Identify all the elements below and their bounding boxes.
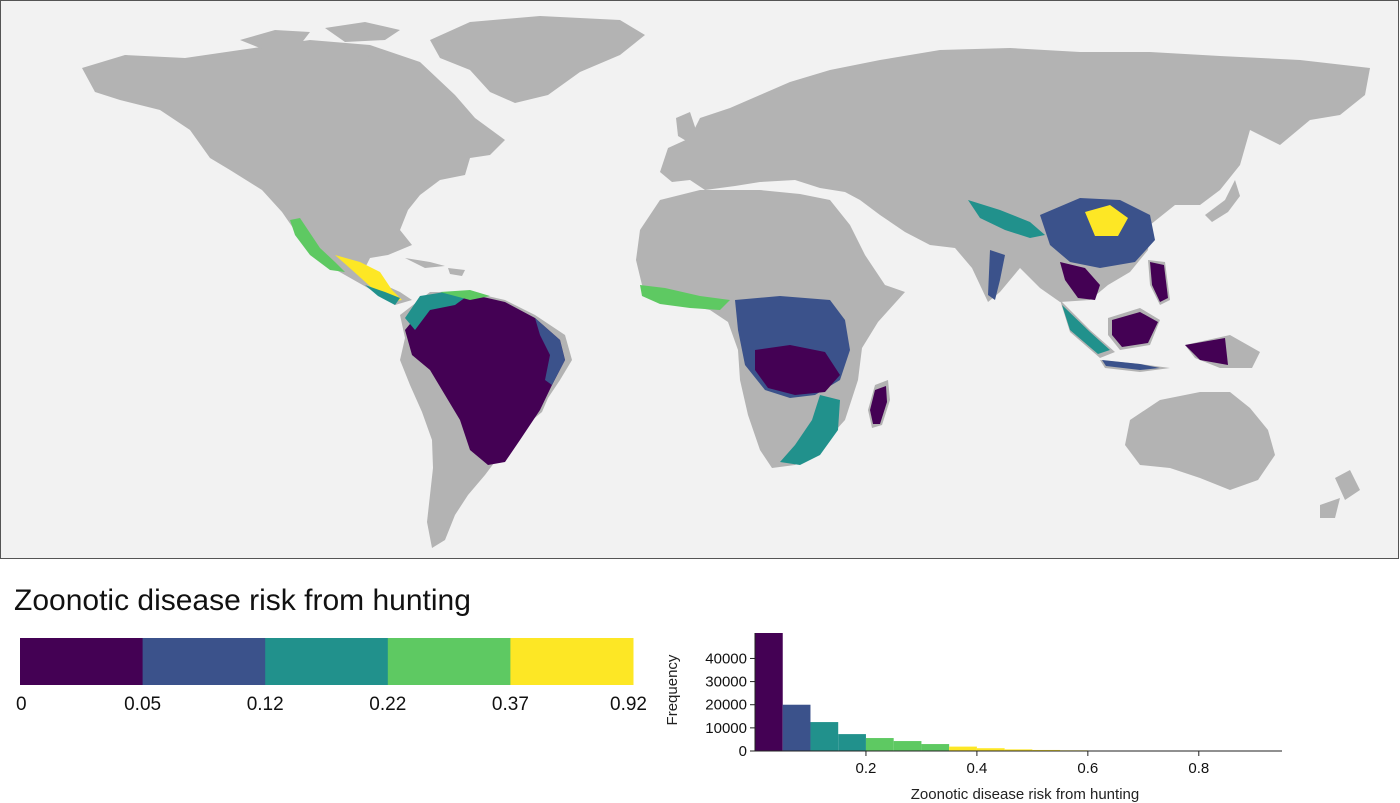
risk-region-central-america — [335, 255, 402, 302]
histogram-y-axis-label: Frequency — [664, 654, 681, 725]
histogram-y-tick-label: 10000 — [705, 720, 747, 737]
risk-region-east-africa — [780, 395, 840, 465]
legend-break-label: 0.37 — [492, 694, 529, 715]
histogram-y-tick-label: 30000 — [705, 674, 747, 691]
land-new-zealand — [1320, 470, 1360, 518]
risk-overlays — [290, 198, 1228, 465]
risk-region-central-america-2 — [365, 285, 400, 305]
land-europe-asia — [660, 48, 1370, 302]
risk-region-india — [988, 250, 1005, 300]
histogram-bar-7 — [949, 746, 977, 751]
histogram-x-tick-label: 0.6 — [1077, 760, 1098, 777]
risk-region-borneo — [1112, 312, 1158, 347]
histogram-axes: 0 10000 20000 30000 40000 0.2 0.4 0.6 0.8 — [705, 633, 1282, 777]
legend-swatch-1 — [142, 638, 266, 685]
land-australia — [1125, 392, 1275, 490]
risk-region-philippines — [1150, 262, 1168, 302]
land-caribbean — [405, 258, 465, 276]
land-japan — [1205, 180, 1240, 222]
risk-region-china-hotspot — [1085, 205, 1128, 236]
color-legend: 0 0.05 0.12 0.22 0.37 0.92 — [16, 638, 647, 715]
histogram-y-tick-label: 40000 — [705, 650, 747, 667]
risk-region-venezuela — [440, 290, 490, 300]
histogram-bar-6 — [921, 744, 950, 751]
legend-break-label: 0 — [16, 694, 27, 715]
histogram-bar-10 — [1032, 749, 1061, 751]
histogram-bar-8 — [976, 748, 1005, 751]
histogram-x-tick-label: 0.8 — [1188, 760, 1209, 777]
legend-break-label: 0.12 — [247, 694, 284, 715]
histogram-bar-2 — [810, 722, 839, 751]
risk-region-mexico — [290, 218, 345, 272]
histogram-bars — [755, 633, 1255, 752]
histogram-x-tick-label: 0.4 — [966, 760, 987, 777]
risk-region-amazon — [405, 294, 565, 465]
land-arctic-islands — [240, 22, 400, 80]
legend-swatch-2 — [265, 638, 389, 685]
risk-region-new-guinea — [1185, 338, 1228, 365]
legend-labels: 0 0.05 0.12 0.22 0.37 0.92 — [16, 694, 647, 715]
histogram-bar-1 — [782, 704, 811, 751]
risk-region-himalaya — [968, 200, 1045, 238]
legend-swatch-4 — [510, 638, 634, 685]
risk-region-madagascar — [870, 386, 887, 424]
histogram-y-tick-label: 0 — [739, 743, 747, 760]
histogram-y-tick-label: 20000 — [705, 697, 747, 714]
risk-region-west-africa — [640, 285, 730, 310]
legend-title: Zoonotic disease risk from hunting — [14, 584, 471, 617]
risk-region-amazon-edge — [535, 318, 565, 385]
histogram-bar-4 — [865, 738, 894, 751]
histogram-chart: 0 10000 20000 30000 40000 0.2 0.4 0.6 0.8 Zoonot… — [664, 633, 1282, 803]
risk-region-java — [1102, 360, 1160, 370]
risk-region-colombia — [405, 292, 470, 330]
land-uk — [676, 112, 696, 142]
histogram-x-axis-label: Zoonotic disease risk from hunting — [911, 786, 1139, 803]
histogram-bar-0 — [755, 633, 783, 751]
legend-break-label: 0.05 — [124, 694, 161, 715]
histogram-x-tick-label: 0.2 — [856, 760, 877, 777]
legend-swatch-3 — [387, 638, 511, 685]
histogram-bar-9 — [1004, 749, 1033, 751]
world-map — [0, 0, 1399, 559]
legend-break-label: 0.22 — [369, 694, 406, 715]
land-north-america — [82, 40, 505, 305]
land-greenland — [430, 16, 645, 103]
legend-swatch-0 — [20, 638, 144, 685]
legend-swatches — [20, 638, 634, 685]
histogram-bar-3 — [838, 734, 866, 751]
legend-break-label: 0.92 — [610, 694, 647, 715]
risk-region-sumatra — [1062, 305, 1110, 354]
risk-region-congo-core — [755, 345, 840, 395]
risk-region-se-asia — [1060, 262, 1100, 300]
histogram-bar-5 — [893, 741, 922, 751]
